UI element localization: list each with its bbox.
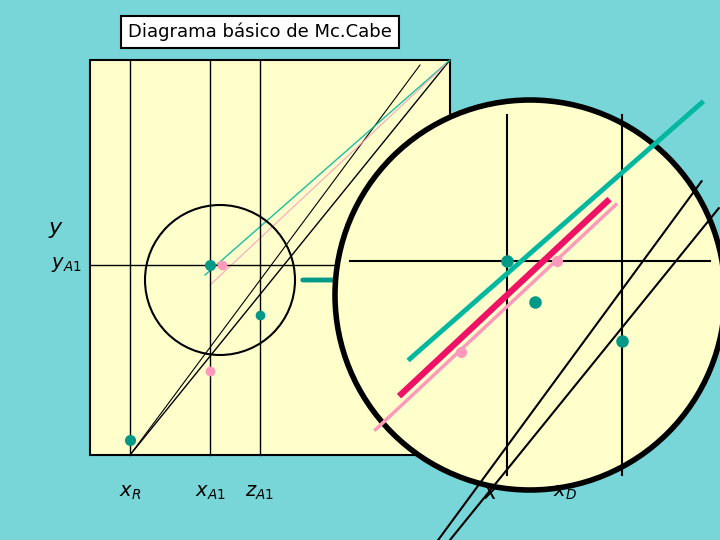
Circle shape — [335, 100, 720, 490]
Text: $x_D$: $x_D$ — [553, 483, 577, 502]
Text: $x_R$: $x_R$ — [119, 483, 141, 502]
Text: x: x — [483, 483, 497, 503]
Text: y: y — [48, 218, 62, 238]
Text: $z_{A1}$: $z_{A1}$ — [246, 483, 274, 502]
Text: Diagrama básico de Mc.Cabe: Diagrama básico de Mc.Cabe — [128, 23, 392, 41]
Bar — [90, 60, 450, 455]
Text: $x_{A1}$: $x_{A1}$ — [194, 483, 225, 502]
Text: $y_{A1}$: $y_{A1}$ — [51, 255, 82, 274]
